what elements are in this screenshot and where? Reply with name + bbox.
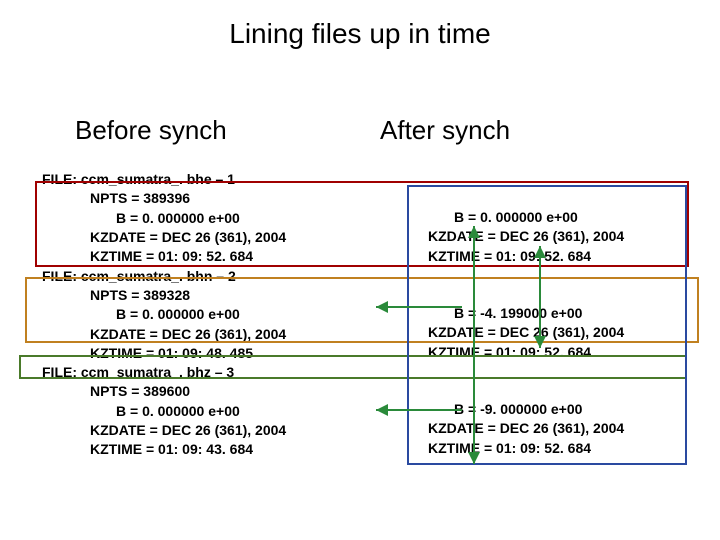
page-title: Lining files up in time bbox=[0, 18, 720, 50]
code-line: KZDATE = DEC 26 (361), 2004 bbox=[428, 227, 624, 246]
code-line: KZTIME = 01: 09: 52. 684 bbox=[428, 439, 624, 458]
code-line: KZTIME = 01: 09: 52. 684 bbox=[428, 247, 624, 266]
before-header: Before synch bbox=[75, 115, 227, 146]
code-line: KZTIME = 01: 09: 52. 684 bbox=[428, 343, 624, 362]
code-line: KZDATE = DEC 26 (361), 2004 bbox=[90, 228, 286, 247]
code-line: B = 0. 000000 e+00 bbox=[116, 402, 286, 421]
code-line: FILE: ccm_sumatra_. bhn – 2 bbox=[42, 267, 286, 286]
code-line: KZDATE = DEC 26 (361), 2004 bbox=[90, 325, 286, 344]
code-line: B = 0. 000000 e+00 bbox=[454, 208, 624, 227]
code-line: NPTS = 389328 bbox=[90, 286, 286, 305]
code-line: FILE: ccm_sumatra_. bhz – 3 bbox=[42, 363, 286, 382]
code-line: FILE: ccm_sumatra_. bhe – 1 bbox=[42, 170, 286, 189]
after-header: After synch bbox=[380, 115, 510, 146]
code-line: KZDATE = DEC 26 (361), 2004 bbox=[428, 419, 624, 438]
before-listing: FILE: ccm_sumatra_. bhe – 1NPTS = 389396… bbox=[42, 170, 286, 460]
code-line: B = -9. 000000 e+00 bbox=[454, 400, 624, 419]
code-line: B = 0. 000000 e+00 bbox=[116, 209, 286, 228]
code-line: KZDATE = DEC 26 (361), 2004 bbox=[428, 323, 624, 342]
code-line: NPTS = 389396 bbox=[90, 189, 286, 208]
code-line: KZTIME = 01: 09: 43. 684 bbox=[90, 440, 286, 459]
code-line: KZDATE = DEC 26 (361), 2004 bbox=[90, 421, 286, 440]
code-line: B = -4. 199000 e+00 bbox=[454, 304, 624, 323]
code-line: B = 0. 000000 e+00 bbox=[116, 305, 286, 324]
code-line: NPTS = 389600 bbox=[90, 382, 286, 401]
code-line: KZTIME = 01: 09: 48. 485 bbox=[90, 344, 286, 363]
after-listing: B = 0. 000000 e+00KZDATE = DEC 26 (361),… bbox=[380, 208, 624, 458]
code-line: KZTIME = 01: 09: 52. 684 bbox=[90, 247, 286, 266]
